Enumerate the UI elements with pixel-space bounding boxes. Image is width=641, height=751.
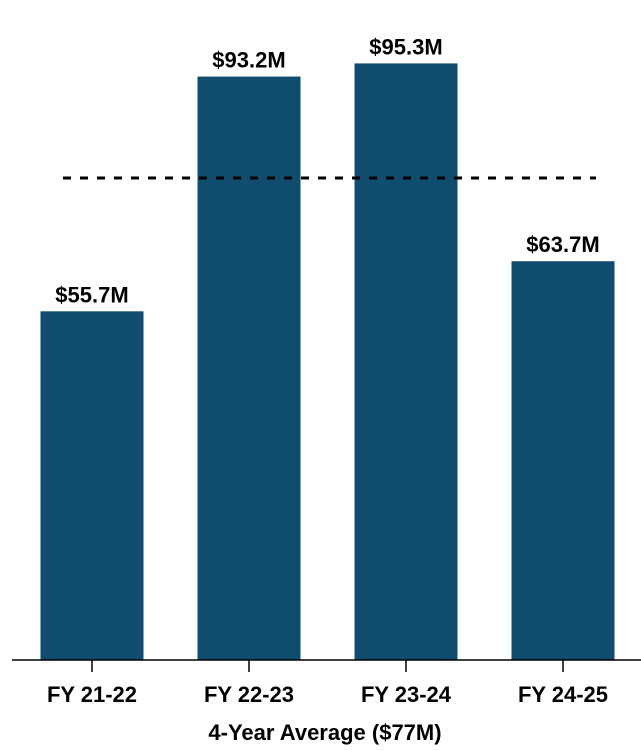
data-label-1: $55.7M xyxy=(55,282,128,307)
x-axis-title: 4-Year Average ($77M) xyxy=(208,720,441,745)
x-tick-label-1: FY 21-22 xyxy=(47,682,137,707)
bar-4 xyxy=(511,261,615,660)
bars-group xyxy=(40,63,615,661)
x-tick-label-4: FY 24-25 xyxy=(518,682,608,707)
x-tick-label-2: FY 22-23 xyxy=(204,682,294,707)
bar-2 xyxy=(197,76,301,661)
data-label-4: $63.7M xyxy=(526,232,599,257)
bar-3 xyxy=(354,63,458,661)
data-label-2: $93.2M xyxy=(212,48,285,73)
x-tick-label-3: FY 23-24 xyxy=(361,682,452,707)
bar-1 xyxy=(40,311,144,660)
data-labels-group: $55.7M $93.2M $95.3M $63.7M xyxy=(55,34,599,307)
x-axis-ticks xyxy=(91,660,564,672)
data-label-3: $95.3M xyxy=(369,34,442,59)
x-axis-tick-labels: FY 21-22 FY 22-23 FY 23-24 FY 24-25 xyxy=(47,682,608,707)
